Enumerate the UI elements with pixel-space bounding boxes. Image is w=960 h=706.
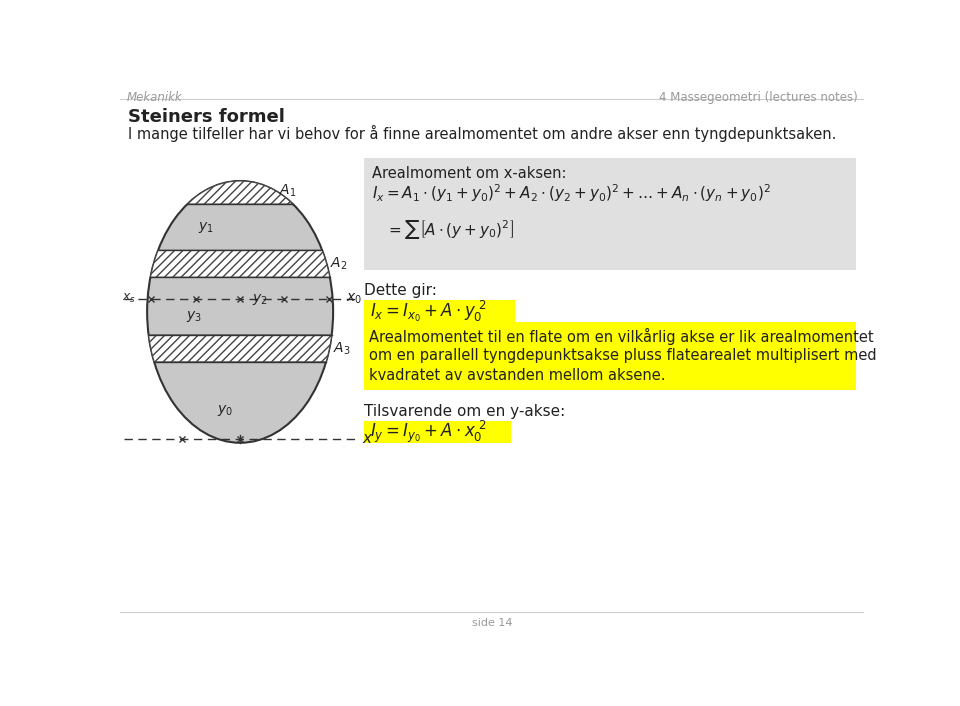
Text: $y_2$: $y_2$ <box>252 292 268 307</box>
Text: $I_x = A_1 \cdot (y_1 + y_0)^2 + A_2 \cdot (y_2 + y_0)^2 + \ldots + A_n \cdot (y: $I_x = A_1 \cdot (y_1 + y_0)^2 + A_2 \cd… <box>372 183 771 204</box>
Text: $y_1$: $y_1$ <box>198 220 213 234</box>
Text: $I_x = I_{x_0} + A \cdot y_0^{\ 2}$: $I_x = I_{x_0} + A \cdot y_0^{\ 2}$ <box>371 299 487 323</box>
Text: $x$: $x$ <box>362 431 373 446</box>
Polygon shape <box>187 181 293 204</box>
Ellipse shape <box>147 181 333 443</box>
Text: Arealmomentet til en flate om en vilkårlig akse er lik arealmomentet: Arealmomentet til en flate om en vilkårl… <box>369 328 874 345</box>
Text: $A_2$: $A_2$ <box>330 256 348 272</box>
Bar <box>364 300 516 322</box>
Text: $y_0$: $y_0$ <box>217 402 232 417</box>
Text: kvadratet av avstanden mellom aksene.: kvadratet av avstanden mellom aksene. <box>369 368 665 383</box>
Text: $A_1$: $A_1$ <box>279 182 297 199</box>
Bar <box>364 421 512 443</box>
Text: $x_0$: $x_0$ <box>346 292 362 306</box>
Bar <box>364 322 856 390</box>
Text: Mekanikk: Mekanikk <box>126 91 181 104</box>
Text: I mange tilfeller har vi behov for å finne arealmomentet om andre akser enn tyng: I mange tilfeller har vi behov for å fin… <box>128 125 836 142</box>
Text: Steiners formel: Steiners formel <box>128 108 284 126</box>
Text: 4 Massegeometri (lectures notes): 4 Massegeometri (lectures notes) <box>660 91 858 104</box>
Text: Tilsvarende om en y-akse:: Tilsvarende om en y-akse: <box>364 405 565 419</box>
Text: Dette gir:: Dette gir: <box>364 283 437 299</box>
Text: $I_y = I_{y_0} + A \cdot x_0^{\ 2}$: $I_y = I_{y_0} + A \cdot x_0^{\ 2}$ <box>371 419 487 445</box>
Bar <box>364 158 856 270</box>
Text: $y_3$: $y_3$ <box>186 309 202 324</box>
Text: $x_s$: $x_s$ <box>122 292 136 305</box>
Polygon shape <box>149 335 331 362</box>
Polygon shape <box>151 250 330 277</box>
Text: om en parallell tyngdepunktsakse pluss flatearealet multiplisert med: om en parallell tyngdepunktsakse pluss f… <box>369 348 876 363</box>
Text: $= \sum \left[ A \cdot (y + y_0)^2 \right]$: $= \sum \left[ A \cdot (y + y_0)^2 \righ… <box>386 218 514 241</box>
Text: Arealmoment om x-aksen:: Arealmoment om x-aksen: <box>372 166 566 181</box>
Text: side 14: side 14 <box>471 618 513 628</box>
Text: $A_3$: $A_3$ <box>333 340 351 357</box>
